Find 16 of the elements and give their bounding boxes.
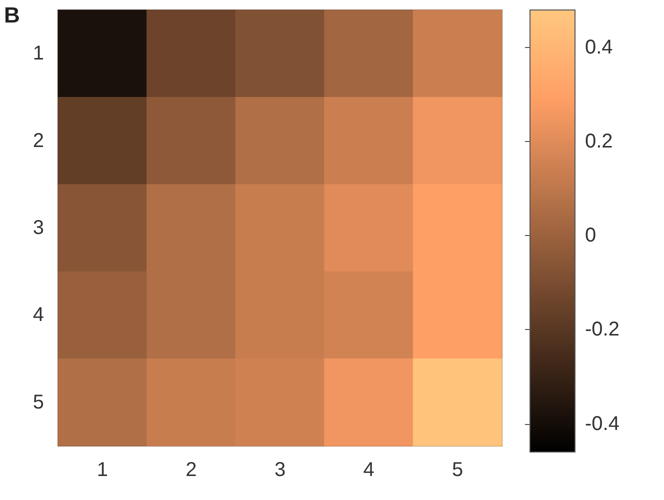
color-bar-label: 0 bbox=[585, 224, 596, 247]
x-tick-label: 3 bbox=[274, 459, 286, 481]
color-bar-label: -0.4 bbox=[585, 412, 620, 435]
color-bar-label: 0.2 bbox=[585, 130, 613, 153]
y-tick-label: 5 bbox=[32, 391, 44, 414]
y-tick-label: 3 bbox=[32, 217, 44, 239]
y-tick-label: 4 bbox=[32, 304, 44, 326]
x-tick-label: 2 bbox=[186, 459, 197, 481]
color-bar-label: -0.2 bbox=[585, 318, 620, 341]
x-tick-label: 5 bbox=[452, 459, 464, 481]
color-bar-label: 0.4 bbox=[585, 36, 613, 59]
text: B bbox=[4, 2, 20, 28]
y-tick-label: 2 bbox=[32, 130, 44, 152]
y-tick-label: 1 bbox=[32, 42, 44, 65]
x-tick-label: 4 bbox=[363, 459, 374, 481]
x-tick-label: 1 bbox=[96, 459, 108, 481]
